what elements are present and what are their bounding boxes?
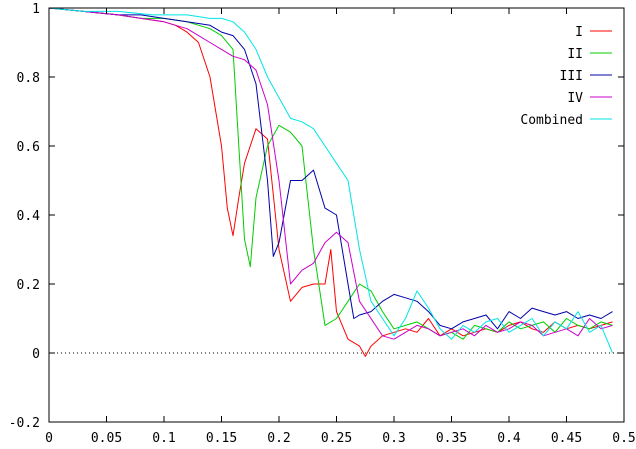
y-tick-label: 0.6 — [17, 140, 40, 155]
x-tick-label: 0 — [45, 431, 53, 446]
x-tick-label: 0.05 — [91, 431, 122, 446]
x-tick-label: 0.25 — [321, 431, 352, 446]
series-line-i — [48, 7, 613, 357]
x-tick-label: 0.5 — [612, 431, 635, 446]
x-tick-label: 0.35 — [436, 431, 467, 446]
y-tick-label: 0.4 — [17, 209, 41, 224]
series-line-iii — [48, 7, 613, 330]
y-tick-label: 0.8 — [17, 71, 40, 86]
series-line-ii — [48, 7, 613, 340]
series-line-combined — [48, 7, 613, 354]
y-tick-label: -0.2 — [9, 416, 40, 431]
x-tick-label: 0.45 — [551, 431, 582, 446]
x-tick-label: 0.1 — [152, 431, 175, 446]
y-tick-label: 0.2 — [17, 278, 40, 293]
axis-layer: 0 0.05 0.1 0.15 0.2 0.25 0.3 0.35 0.4 0.45 0.5 -0.2… — [9, 2, 636, 446]
series-line-iv — [48, 7, 613, 340]
legend-label: III — [560, 69, 583, 84]
y-tick-label: 0 — [32, 347, 40, 362]
plot-frame — [48, 7, 625, 423]
x-tick-label: 0.15 — [206, 431, 237, 446]
legend-label: I — [575, 25, 583, 40]
x-tick-label: 0.2 — [267, 431, 290, 446]
y-tick-label: 1 — [32, 2, 40, 17]
x-tick-label: 0.3 — [382, 431, 405, 446]
x-tick-label: 0.4 — [497, 431, 521, 446]
legend-label: II — [567, 47, 583, 62]
legend-label: IV — [567, 91, 583, 106]
series-layer — [48, 7, 613, 357]
legend-label: Combined — [520, 113, 583, 128]
